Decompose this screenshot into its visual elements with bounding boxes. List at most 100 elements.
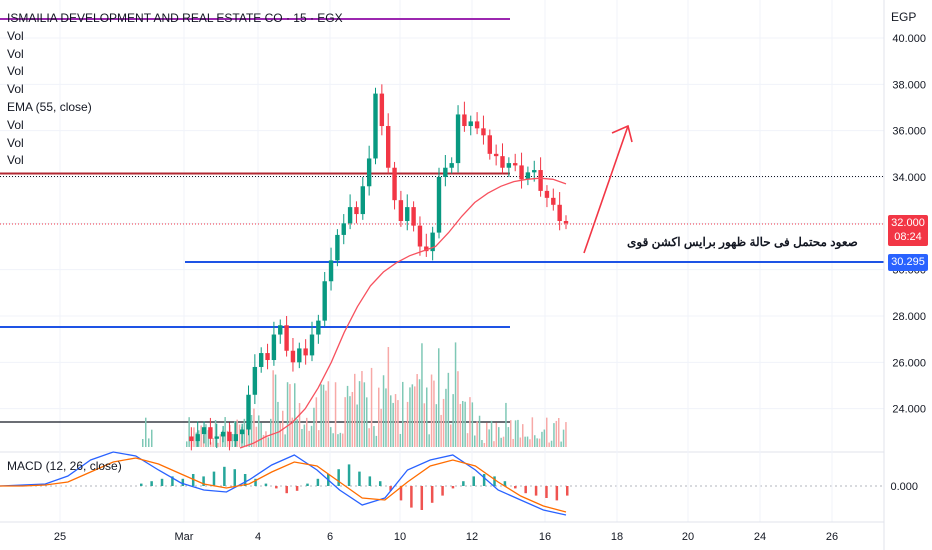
time-tick-label: 26 bbox=[826, 531, 838, 543]
price-candles[interactable] bbox=[189, 84, 569, 451]
volume-bar bbox=[466, 433, 469, 447]
volume-bar bbox=[500, 437, 502, 447]
volume-bar bbox=[426, 387, 428, 447]
time-tick-label: 6 bbox=[327, 531, 333, 543]
volume-bar bbox=[253, 408, 255, 447]
volume-bar bbox=[565, 422, 567, 447]
volume-bar bbox=[457, 371, 459, 447]
candle-body bbox=[195, 434, 200, 442]
candle-body bbox=[417, 225, 423, 247]
volume-bar bbox=[291, 417, 294, 447]
candle-body bbox=[563, 221, 569, 224]
volume-bar bbox=[512, 438, 514, 447]
volume-bar bbox=[529, 439, 531, 447]
candle-body bbox=[360, 186, 365, 215]
horizontal-levels[interactable] bbox=[0, 18, 884, 423]
legend-item[interactable]: Vol bbox=[7, 28, 24, 43]
volume-bar bbox=[284, 434, 286, 447]
volume-bar bbox=[555, 420, 558, 447]
macd-histogram-bar bbox=[171, 476, 174, 486]
macd-histogram-bar bbox=[514, 486, 517, 489]
macd-histogram-bar bbox=[378, 481, 382, 486]
volume-bar bbox=[534, 435, 536, 447]
volume-bar bbox=[370, 367, 373, 447]
macd-histogram-bar bbox=[534, 486, 538, 496]
candle-body bbox=[487, 135, 492, 154]
candle-body bbox=[449, 163, 454, 168]
legend-item[interactable]: Vol bbox=[7, 117, 24, 132]
time-tick-label: 20 bbox=[682, 531, 694, 543]
volume-bar bbox=[148, 438, 150, 447]
legend-item[interactable]: Vol bbox=[7, 82, 24, 97]
volume-bar bbox=[186, 441, 188, 447]
volume-bar bbox=[151, 429, 153, 447]
legend-item[interactable]: Vol bbox=[7, 135, 24, 150]
volume-bar bbox=[243, 418, 246, 447]
volume-bar bbox=[298, 403, 301, 447]
candle-body bbox=[366, 158, 372, 187]
volume-bar bbox=[219, 434, 222, 447]
candle-body bbox=[347, 207, 353, 224]
candle-body bbox=[557, 204, 562, 222]
volume-bar bbox=[442, 398, 445, 447]
legend-item[interactable]: Vol bbox=[7, 46, 24, 61]
candle-body bbox=[239, 429, 245, 435]
candle-body bbox=[538, 170, 543, 191]
volume-bar bbox=[490, 420, 493, 447]
volume-bars bbox=[142, 342, 567, 447]
volume-bar bbox=[286, 382, 289, 447]
macd-pane bbox=[0, 451, 569, 516]
candle-body bbox=[398, 200, 404, 222]
candle-body bbox=[278, 325, 283, 335]
volume-bar bbox=[440, 414, 442, 447]
candle-body bbox=[481, 128, 486, 136]
volume-bar bbox=[543, 429, 546, 447]
volume-bar bbox=[366, 397, 368, 447]
signal-line bbox=[0, 457, 567, 513]
volume-bar bbox=[142, 439, 144, 447]
price-tick-label: 38.000 bbox=[892, 79, 926, 91]
volume-bar bbox=[248, 428, 250, 447]
volume-bar bbox=[421, 343, 423, 447]
volume-bar bbox=[402, 381, 404, 447]
volume-bar bbox=[188, 417, 190, 447]
volume-bar bbox=[517, 419, 519, 447]
volume-bar bbox=[212, 437, 214, 447]
chart-title[interactable]: ISMAILIA DEVELOPMENT AND REAL ESTATE CO … bbox=[7, 11, 343, 25]
volume-bar bbox=[318, 430, 320, 447]
candle-body bbox=[551, 197, 556, 205]
volume-bar bbox=[488, 429, 490, 447]
volume-bar bbox=[562, 429, 565, 447]
candle-body bbox=[411, 207, 416, 226]
macd-histogram-bar bbox=[150, 481, 153, 486]
volume-bar bbox=[430, 374, 433, 447]
legend-item[interactable]: EMA (55, close) bbox=[7, 99, 92, 114]
candle-body bbox=[259, 353, 264, 367]
candle-body bbox=[189, 436, 194, 442]
currency-label[interactable]: EGP bbox=[891, 10, 917, 24]
trend-arrow[interactable] bbox=[583, 124, 633, 254]
volume-bar bbox=[205, 424, 207, 447]
time-axis[interactable]: 25 Mar 4 6 10 12 16 18 20 24 26 bbox=[54, 531, 838, 543]
candle-body bbox=[233, 434, 238, 442]
volume-bar bbox=[344, 397, 346, 447]
volume-bar bbox=[411, 384, 414, 447]
candle-body bbox=[303, 348, 308, 356]
volume-bar bbox=[502, 436, 505, 447]
ema-path bbox=[239, 177, 567, 449]
legend-item[interactable]: Vol bbox=[7, 64, 24, 79]
macd-label[interactable]: MACD (12, 26, close) bbox=[7, 459, 122, 473]
volume-bar bbox=[519, 437, 522, 447]
volume-bar bbox=[514, 420, 517, 447]
legend-item[interactable]: Vol bbox=[7, 153, 24, 168]
volume-bar bbox=[481, 440, 483, 447]
volume-bar bbox=[505, 402, 507, 447]
time-tick-label: 16 bbox=[539, 531, 551, 543]
macd-histogram-bar bbox=[337, 469, 340, 486]
annotation-text[interactable]: صعود محتمل فى حالة ظهور برايس اكشن قوى bbox=[627, 235, 858, 249]
volume-bar bbox=[368, 428, 370, 447]
volume-bar bbox=[450, 424, 452, 447]
volume-bar bbox=[531, 417, 534, 447]
